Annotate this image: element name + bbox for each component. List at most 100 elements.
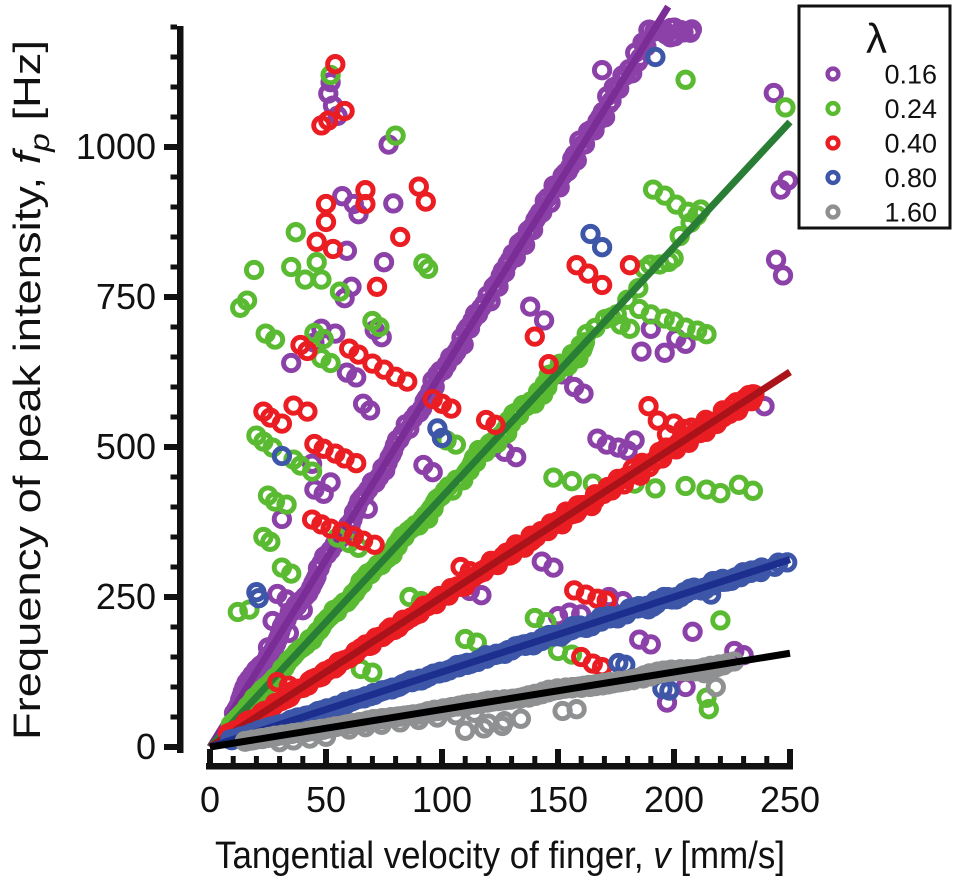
x-tick-label: 150 — [528, 779, 588, 820]
data-point — [281, 352, 302, 374]
data-point — [236, 290, 258, 311]
legend-title: λ — [866, 15, 887, 62]
data-point — [383, 193, 404, 214]
data-point — [654, 308, 675, 329]
data-point — [348, 344, 369, 365]
data-point — [710, 483, 731, 504]
legend-marker-0.40 — [825, 135, 841, 151]
data-point — [696, 324, 717, 345]
data-point — [346, 367, 367, 388]
x-axis-title: Tangential velocity of finger, v [mm/s] — [215, 835, 785, 877]
legend-label: 0.24 — [884, 94, 937, 124]
data-point — [322, 238, 344, 260]
data-point — [301, 461, 323, 482]
x-tick-label: 0 — [200, 779, 220, 820]
data-point — [710, 610, 731, 631]
y-minor-tick — [170, 654, 177, 660]
data-point — [315, 211, 337, 233]
y-major-tick — [164, 444, 177, 450]
data-point — [506, 447, 527, 468]
legend-box — [797, 4, 952, 230]
y-minor-tick — [170, 84, 177, 90]
x-minor-tick — [694, 756, 700, 763]
data-point — [415, 191, 436, 212]
x-tick-label: 200 — [644, 779, 704, 820]
y-minor-tick — [170, 384, 177, 390]
fit-line-0.40 — [208, 369, 792, 750]
data-point — [659, 680, 680, 701]
data-point — [369, 316, 390, 338]
x-minor-tick — [416, 756, 422, 763]
y-minor-tick — [170, 474, 177, 480]
x-minor-tick — [625, 756, 631, 763]
legend-marker-1.60 — [825, 204, 841, 220]
data-point — [385, 125, 406, 146]
x-minor-tick — [648, 756, 654, 763]
y-minor-tick — [170, 504, 177, 510]
data-point — [364, 534, 385, 555]
data-point — [675, 676, 696, 698]
data-point — [320, 72, 341, 93]
data-point — [587, 588, 608, 609]
data-point — [574, 332, 596, 353]
data-point — [765, 249, 787, 270]
y-minor-tick — [170, 204, 177, 210]
data-point — [538, 354, 559, 375]
data-point — [362, 662, 383, 683]
y-tick-label: 250 — [96, 576, 156, 617]
legend-marker-0.24 — [825, 100, 841, 117]
data-point — [276, 494, 297, 515]
x-minor-tick — [393, 756, 399, 763]
data-point — [561, 471, 583, 492]
data-point — [578, 263, 599, 284]
x-minor-tick — [741, 756, 747, 763]
data-point — [524, 326, 545, 347]
data-point — [290, 334, 311, 356]
data-point — [566, 699, 587, 720]
data-point — [311, 269, 332, 290]
y-major-tick — [164, 294, 177, 300]
data-point — [271, 413, 293, 434]
y-minor-tick — [170, 414, 177, 420]
data-point — [471, 585, 492, 606]
data-point — [227, 601, 248, 623]
data-point — [397, 371, 418, 392]
x-major-tick — [671, 749, 677, 763]
data-point — [417, 258, 439, 279]
data-point — [591, 237, 613, 258]
legend: λ 0.16 0.24 0.40 0.80 1.60 — [797, 4, 952, 230]
legend-label: 0.80 — [884, 163, 937, 193]
legend-marker-0.80 — [825, 169, 841, 186]
data-point — [243, 259, 265, 281]
data-point — [596, 434, 617, 455]
data-point — [543, 467, 564, 488]
data-point — [631, 341, 652, 362]
data-point — [624, 430, 645, 451]
series-1.60 — [209, 649, 791, 753]
legend-items: 0.16 0.24 0.40 0.80 1.60 — [825, 60, 937, 228]
data-point — [334, 100, 355, 122]
data-point — [705, 676, 726, 698]
data-point — [473, 718, 494, 739]
data-point — [682, 621, 703, 642]
data-point — [313, 328, 334, 350]
x-tick-label: 250 — [760, 779, 820, 820]
data-point — [485, 414, 506, 435]
y-minor-tick — [170, 624, 177, 630]
data-point — [315, 193, 337, 215]
y-tick-label: 500 — [96, 426, 156, 467]
data-point — [681, 19, 703, 40]
legend-label: 1.60 — [884, 198, 937, 228]
data-point — [687, 320, 708, 341]
data-point — [673, 418, 694, 440]
data-point — [285, 222, 306, 243]
data-point — [580, 223, 601, 245]
data-point — [260, 531, 281, 552]
data-point — [313, 483, 334, 504]
axes-layer: 0 250 500 750 1000 0 50 100 150 200 250 Tangential … — [7, 24, 820, 877]
data-point — [318, 110, 339, 131]
data-point — [742, 480, 764, 501]
data-point — [271, 445, 293, 467]
data-point — [654, 342, 675, 363]
data-point — [619, 255, 641, 276]
